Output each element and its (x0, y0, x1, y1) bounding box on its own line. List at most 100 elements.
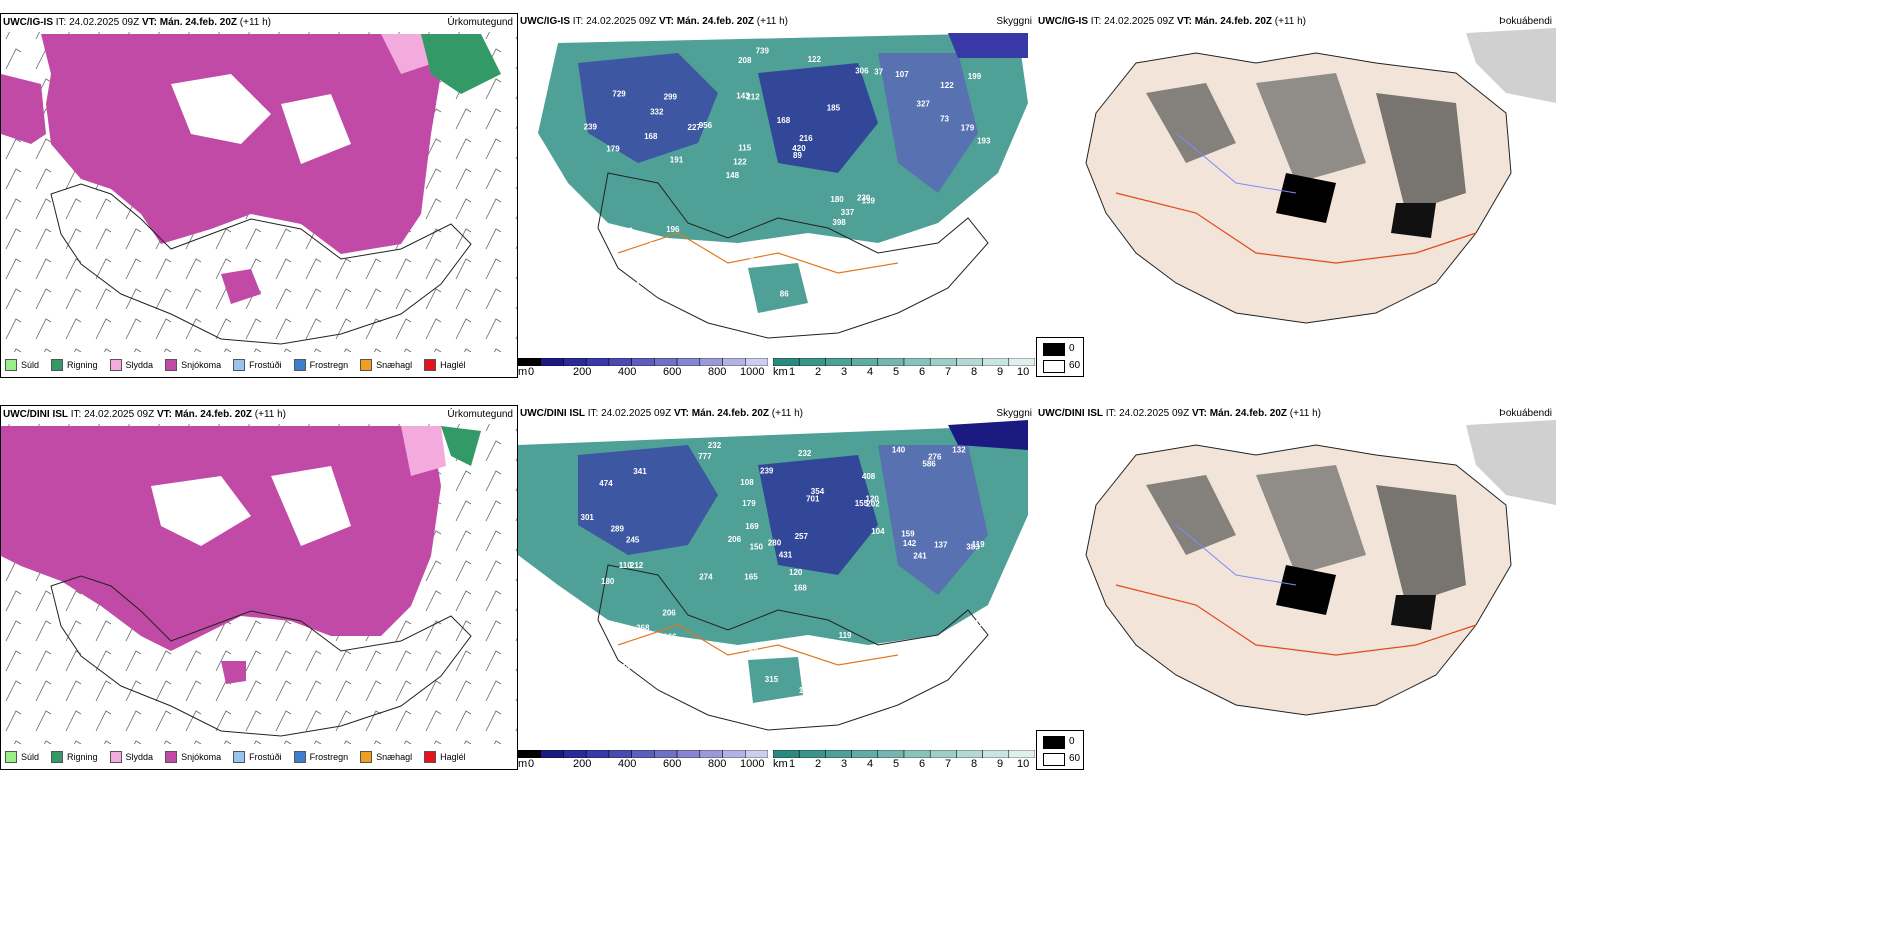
ceiling-value-label: 122 (733, 157, 747, 166)
colorbar-swatch (903, 750, 931, 758)
ceiling-value-label: 159 (901, 530, 915, 539)
legend-item-haglel: Haglél (424, 751, 466, 763)
ceiling-value-label: 169 (745, 522, 759, 531)
ceiling-value-label: 408 (862, 472, 876, 481)
ceiling-value-label: 274 (699, 572, 713, 581)
ceiling-value-label: 140 (892, 445, 906, 454)
ceiling-value-label: 73 (940, 115, 949, 124)
colorbar-swatch (699, 750, 723, 758)
ceiling-value-label: 110 (619, 561, 632, 570)
colorbar-swatch (585, 750, 610, 758)
ceiling-value-label: 239 (760, 466, 774, 475)
ceiling-value-label: 142 (734, 243, 748, 252)
legend-item-frostudi: Frostúði (233, 751, 282, 763)
panel-title: Úrkomutegund (447, 17, 513, 28)
ceiling-value-label: 327 (917, 100, 931, 109)
legend-item-sudl: Súld (5, 359, 39, 371)
colorbar-swatch (563, 750, 587, 758)
ceiling-value-label: 230 (857, 194, 871, 203)
colorbar-swatch (851, 750, 879, 758)
ceiling-map: 232 408 383 165 168 212 474 155 180 701 431 408 777 2… (518, 420, 1028, 731)
ceiling-value-label: 411 (974, 619, 987, 628)
panel-header: UWC/DINI ISL IT: 24.02.2025 09Z VT: Mán.… (1038, 408, 1322, 419)
ceiling-value-label: 474 (599, 479, 613, 488)
ceiling-value-label: 268 (636, 624, 650, 633)
ceiling-value-label: 185 (827, 104, 841, 113)
ceiling-value-label: 318 (619, 227, 633, 236)
ceiling-value-label: 179 (742, 499, 756, 508)
ceiling-value-label: 701 (806, 495, 820, 504)
fog-legend-bottom: 0 60 (1036, 730, 1084, 770)
ceiling-value-label: 232 (708, 441, 722, 450)
ceiling-value-label: 299 (664, 93, 678, 102)
legend-item-snaehagl: Snæhagl (360, 359, 412, 371)
ceiling-value-labels: 232 408 383 165 168 212 474 155 180 701 431 408 777 2… (581, 441, 988, 695)
precip-map (1, 424, 517, 744)
ceiling-value-label: 168 (777, 116, 791, 125)
visibility-colorbar: km 1 2 3 4 5 6 7 8 9 10 (773, 358, 1035, 378)
ceiling-value-label: 315 (765, 675, 779, 684)
ceiling-value-label: 159 (665, 273, 679, 282)
ceiling-value-label: 179 (606, 145, 620, 154)
ceiling-value-label: 143 (901, 276, 915, 285)
ceiling-value-label: 301 (581, 513, 595, 522)
colorbar-swatch (877, 358, 905, 366)
ceiling-value-label: 343 (591, 289, 605, 298)
colorbar-swatch (825, 750, 852, 758)
colorbar-swatch (608, 358, 632, 366)
colorbar-swatch (1008, 750, 1035, 758)
ceiling-value-label: 206 (662, 609, 676, 618)
ceiling-value-label: 142 (903, 539, 917, 548)
ceiling-value-label: 89 (793, 151, 802, 160)
fog-map (1085, 420, 1556, 716)
ceiling-value-label: 241 (913, 552, 927, 561)
colorbar-swatch (773, 358, 800, 366)
ceiling-value-label: 104 (871, 527, 885, 536)
precip-legend: Súld Rigning Slydda Snjókoma Frostúði Fr… (5, 359, 474, 371)
ceiling-value-label: 76 (624, 284, 633, 293)
colorbar-swatch (540, 358, 564, 366)
ceiling-value-label: 232 (798, 449, 812, 458)
ceiling-value-label: 260 (929, 249, 943, 258)
ceiling-value-label: 180 (830, 195, 844, 204)
ceiling-value-label: 136 (594, 281, 608, 290)
ceiling-value-label: 408 (613, 674, 627, 683)
ceiling-value-label: 739 (756, 47, 770, 56)
ceiling-value-label: 212 (746, 93, 760, 102)
colorbar-swatch (982, 358, 1010, 366)
ceiling-value-label: 132 (952, 446, 966, 455)
ceiling-value-label: 107 (895, 70, 909, 79)
ceiling-value-label: 431 (779, 551, 793, 560)
ceiling-value-label: 398 (832, 218, 846, 227)
ceiling-value-label: 276 (928, 453, 942, 462)
legend-item-rigning: Rigning (51, 359, 98, 371)
ceiling-value-label: 144 (730, 662, 744, 671)
legend-item-frostregn: Frostregn (293, 751, 348, 763)
panel-header: UWC/DINI ISL IT: 24.02.2025 09Z VT: Mán.… (520, 408, 804, 419)
ceiling-value-label: 86 (780, 290, 789, 299)
ceiling-value-label: 165 (744, 572, 758, 581)
colorbar-swatch (929, 358, 957, 366)
ceiling-value-label: 69 (749, 647, 758, 656)
ceiling-value-label: 115 (738, 143, 751, 152)
precip-legend: Súld Rigning Slydda Snjókoma Frostúði Fr… (5, 751, 474, 763)
fog-indicator-panel-top: UWC/IG-IS IT: 24.02.2025 09Z VT: Mán. 24… (1036, 13, 1556, 378)
ceiling-colorbar: m 0 200 400 600 800 1000 (518, 750, 768, 770)
colorbar-swatch (798, 358, 826, 366)
colorbar-swatch (956, 358, 983, 366)
ceiling-colorbar: m 0 200 400 600 800 1000 (518, 358, 768, 378)
ceiling-value-label: 244 (617, 663, 631, 672)
ceiling-value-label: 166 (663, 632, 677, 641)
ceiling-value-label: 169 (705, 686, 719, 695)
ceiling-value-label: 102 (741, 252, 755, 261)
ceiling-value-label: 191 (670, 156, 684, 165)
ceiling-map: 324 179 122 148 185 154 143 168 318 956 705 306 212 2… (538, 33, 1028, 339)
ceiling-value-label: 177 (913, 658, 927, 667)
ceiling-value-label: 143 (736, 92, 750, 101)
legend-item-slydda: Slydda (109, 359, 153, 371)
ceiling-value-label: 154 (626, 280, 640, 289)
ceiling-value-label: 245 (626, 536, 640, 545)
colorbar-swatch (929, 750, 957, 758)
panel-title: Úrkomutegund (447, 409, 513, 420)
ceiling-visibility-panel-bottom: UWC/DINI ISL IT: 24.02.2025 09Z VT: Mán.… (518, 405, 1036, 770)
